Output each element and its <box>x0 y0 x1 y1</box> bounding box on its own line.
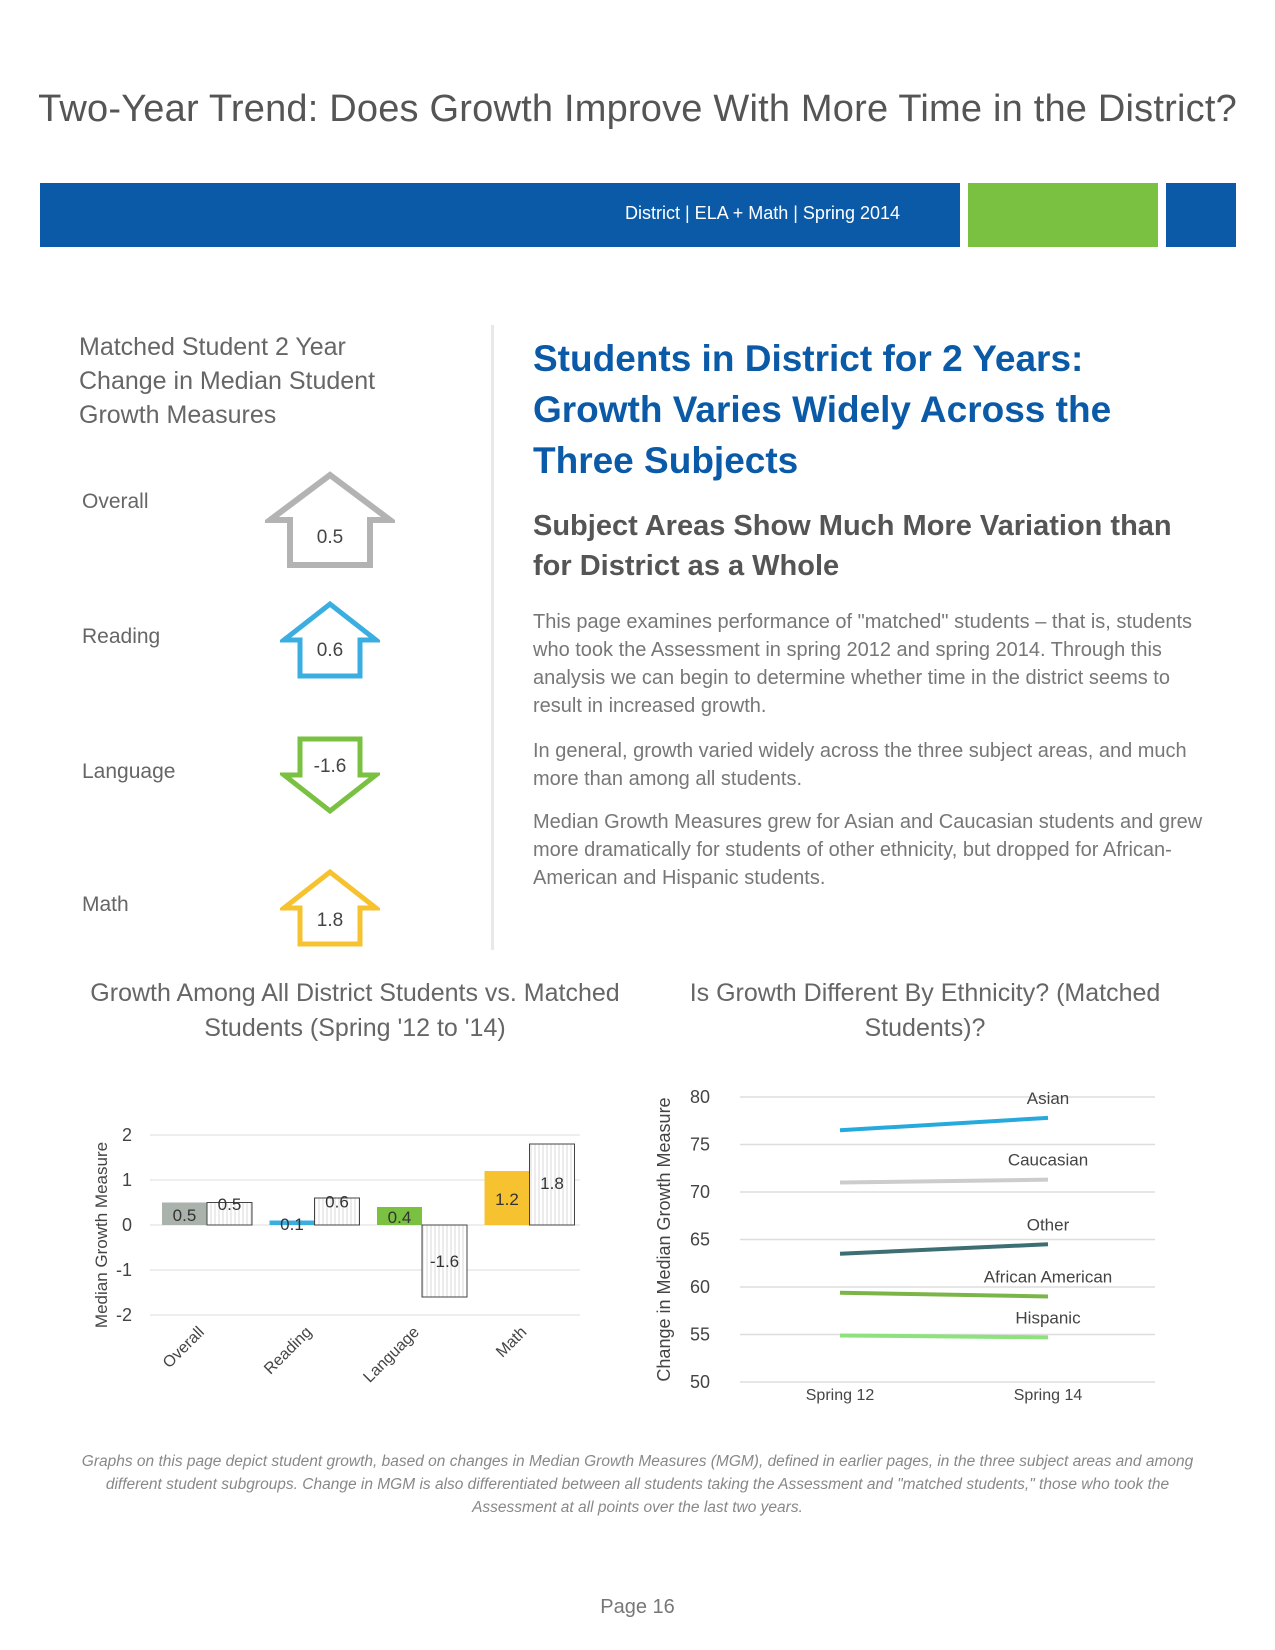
subject-label-math: Math <box>82 893 129 916</box>
figure-caption: Graphs on this page depict student growt… <box>81 1453 1194 1516</box>
data-label-matched: 0.6 <box>325 1193 349 1212</box>
y-tick-label: -2 <box>116 1305 132 1325</box>
paragraph-3: Median Growth Measures grew for Asian an… <box>533 811 1203 889</box>
data-label-all-district: 0.4 <box>388 1208 412 1227</box>
banner-text: District | ELA + Math | Spring 2014 <box>625 203 900 223</box>
bar-all-district-math <box>484 1171 530 1225</box>
bar-matched-language <box>421 1224 468 1298</box>
y-axis-label: Median Growth Measure <box>92 1142 111 1328</box>
data-label-matched: -1.6 <box>430 1252 459 1271</box>
page-title: Two-Year Trend: Does Growth Improve With… <box>38 88 1237 130</box>
data-label-all-district: 0.5 <box>173 1206 197 1225</box>
line-chart: 80 75 70 65 60 55 50 Change in Median Growth Me… <box>654 1087 1155 1404</box>
bar-chart: All DistrictMatched Students210-1-2Media… <box>92 1125 580 1386</box>
data-label-matched: 1.8 <box>540 1174 564 1193</box>
left-panel-heading: Matched Student 2 Year Change in Median … <box>79 333 376 429</box>
down-arrow-icon: -1.6 <box>276 735 384 815</box>
banner-accent-green <box>968 183 1158 247</box>
data-label-all-district: 0.1 <box>280 1215 304 1234</box>
arrow-value-math: 1.8 <box>316 910 344 931</box>
bar-all-district-overall <box>162 1202 207 1225</box>
header-banner: District | ELA + Math | Spring 2014 <box>40 183 960 247</box>
up-arrow-icon: 0.5 <box>261 470 399 570</box>
y-tick-label: 0 <box>122 1215 132 1235</box>
y-tick-label: 80 <box>690 1087 710 1107</box>
paragraph-2: In general, growth varied widely across … <box>533 740 1187 790</box>
up-arrow-icon: 0.6 <box>276 600 384 680</box>
y-tick-label: 75 <box>690 1135 710 1155</box>
arrow-value-language: -1.6 <box>313 756 347 777</box>
subject-label-overall: Overall <box>82 490 149 513</box>
banner-accent-blue <box>1166 183 1236 247</box>
subject-label-reading: Reading <box>82 625 161 648</box>
series-line-caucasian <box>839 1177 1049 1185</box>
series-label: Caucasian <box>1008 1151 1088 1170</box>
y-tick-label: 50 <box>690 1372 710 1392</box>
column-divider <box>491 325 494 950</box>
x-tick-label: Reading <box>261 1324 315 1378</box>
series-line-other <box>839 1242 1049 1256</box>
series-label: African American <box>984 1268 1113 1287</box>
section-heading: Students in District for 2 Years: Growth… <box>533 338 1112 481</box>
subject-label-language: Language <box>82 760 176 783</box>
bar-chart-title: Growth Among All District Students vs. M… <box>90 979 620 1042</box>
section-subheading: Subject Areas Show Much More Variation t… <box>533 510 1172 582</box>
series-line-african-american <box>839 1290 1049 1299</box>
data-label-all-district: 1.2 <box>495 1190 519 1209</box>
bar-all-district-language <box>377 1207 422 1225</box>
paragraph-1: This page examines performance of "match… <box>533 611 1192 717</box>
bar-all-district-reading <box>269 1220 315 1225</box>
bar-matched-reading <box>314 1197 360 1226</box>
series-line-hispanic <box>839 1333 1049 1340</box>
line-chart-title: Is Growth Different By Ethnicity? (Match… <box>689 979 1161 1042</box>
series-label: Hispanic <box>1015 1308 1081 1327</box>
y-tick-label: 1 <box>122 1170 132 1190</box>
y-tick-label: 2 <box>122 1125 132 1145</box>
x-tick-label: Overall <box>160 1324 208 1372</box>
y-tick-label: 65 <box>690 1230 710 1250</box>
bar-matched-math <box>529 1143 575 1226</box>
series-line-asian <box>839 1115 1049 1133</box>
y-tick-label: -1 <box>116 1260 132 1280</box>
page-number: Page 16 <box>600 1596 675 1618</box>
series-label: Other <box>1027 1215 1070 1234</box>
x-tick-label: Spring 12 <box>806 1387 875 1404</box>
y-tick-label: 60 <box>690 1277 710 1297</box>
up-arrow-icon: 1.8 <box>276 868 384 948</box>
series-label: Asian <box>1027 1089 1070 1108</box>
x-tick-label: Math <box>493 1324 530 1361</box>
data-label-matched: 0.5 <box>218 1195 242 1214</box>
x-tick-label: Spring 14 <box>1014 1387 1083 1404</box>
arrow-value-reading: 0.6 <box>316 640 344 661</box>
y-tick-label: 55 <box>690 1325 710 1345</box>
y-tick-label: 70 <box>690 1182 710 1202</box>
bar-matched-overall <box>206 1202 253 1226</box>
y-axis-label: Change in Median Growth Measure <box>654 1097 674 1381</box>
arrow-value-overall: 0.5 <box>316 527 344 548</box>
x-tick-label: Language <box>360 1324 422 1386</box>
